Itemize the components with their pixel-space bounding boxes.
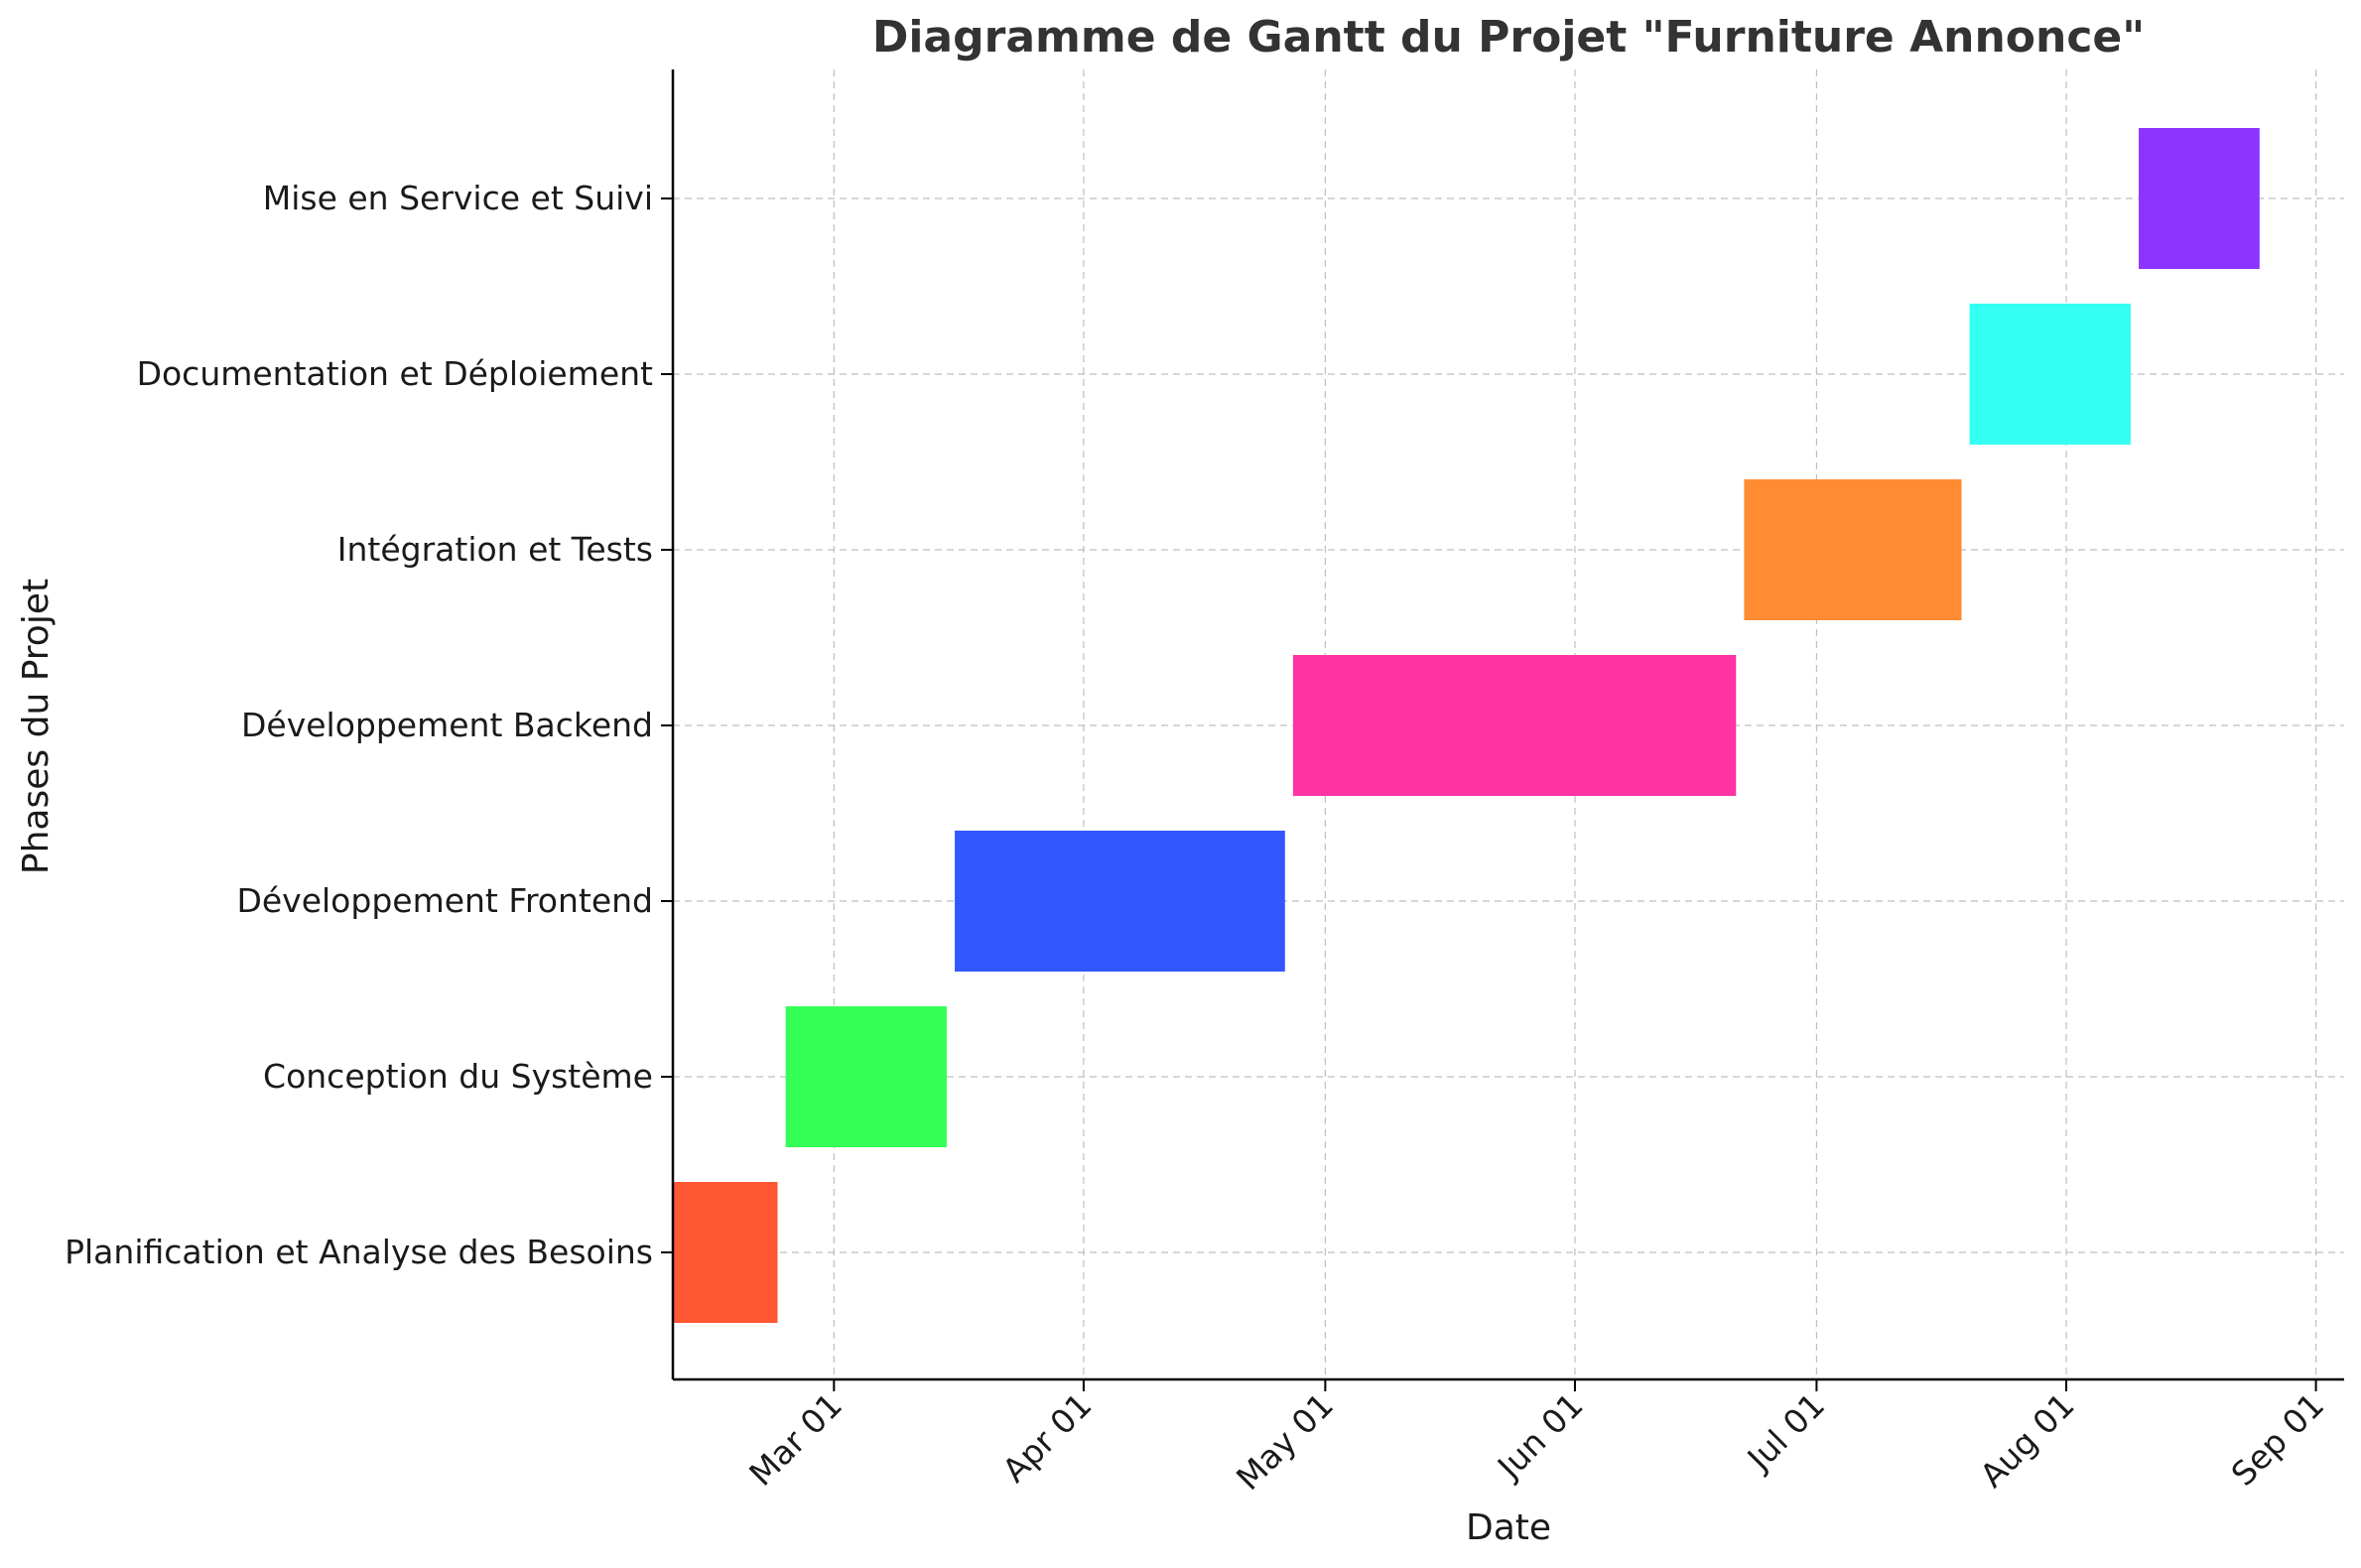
y-tick-label: Conception du Système	[263, 1057, 653, 1096]
x-tick-label: Jun 01	[1489, 1385, 1591, 1488]
gantt-bar	[673, 1182, 778, 1323]
y-tick-label: Développement Frontend	[236, 881, 653, 920]
y-tick-label: Documentation et Déploiement	[137, 354, 653, 393]
x-axis-title: Date	[1466, 1507, 1551, 1548]
chart-title: Diagramme de Gantt du Projet "Furniture …	[872, 12, 2145, 63]
gantt-bar	[2139, 128, 2260, 269]
x-tick-label: Mar 01	[741, 1385, 850, 1494]
gantt-bar	[1969, 304, 2131, 445]
y-tick-label: Mise en Service et Suivi	[263, 179, 653, 217]
gantt-bar	[955, 831, 1285, 972]
bars-layer	[673, 128, 2260, 1323]
x-tick-label: Apr 01	[994, 1385, 1099, 1490]
x-tick-label: Jul 01	[1739, 1385, 1832, 1479]
y-tick-label: Intégration et Tests	[337, 530, 653, 569]
x-tick-label: Aug 01	[1972, 1385, 2081, 1495]
y-axis-title: Phases du Projet	[16, 579, 57, 874]
y-tick-label: Planification et Analyse des Besoins	[65, 1233, 653, 1271]
gantt-bar	[1292, 655, 1737, 796]
gantt-bar	[1744, 479, 1962, 620]
grid-layer	[673, 69, 2344, 1379]
x-tick-label: Sep 01	[2224, 1385, 2332, 1494]
y-tick-label: Développement Backend	[241, 706, 653, 744]
gantt-bar	[785, 1006, 947, 1147]
x-tick-label: May 01	[1229, 1385, 1341, 1498]
